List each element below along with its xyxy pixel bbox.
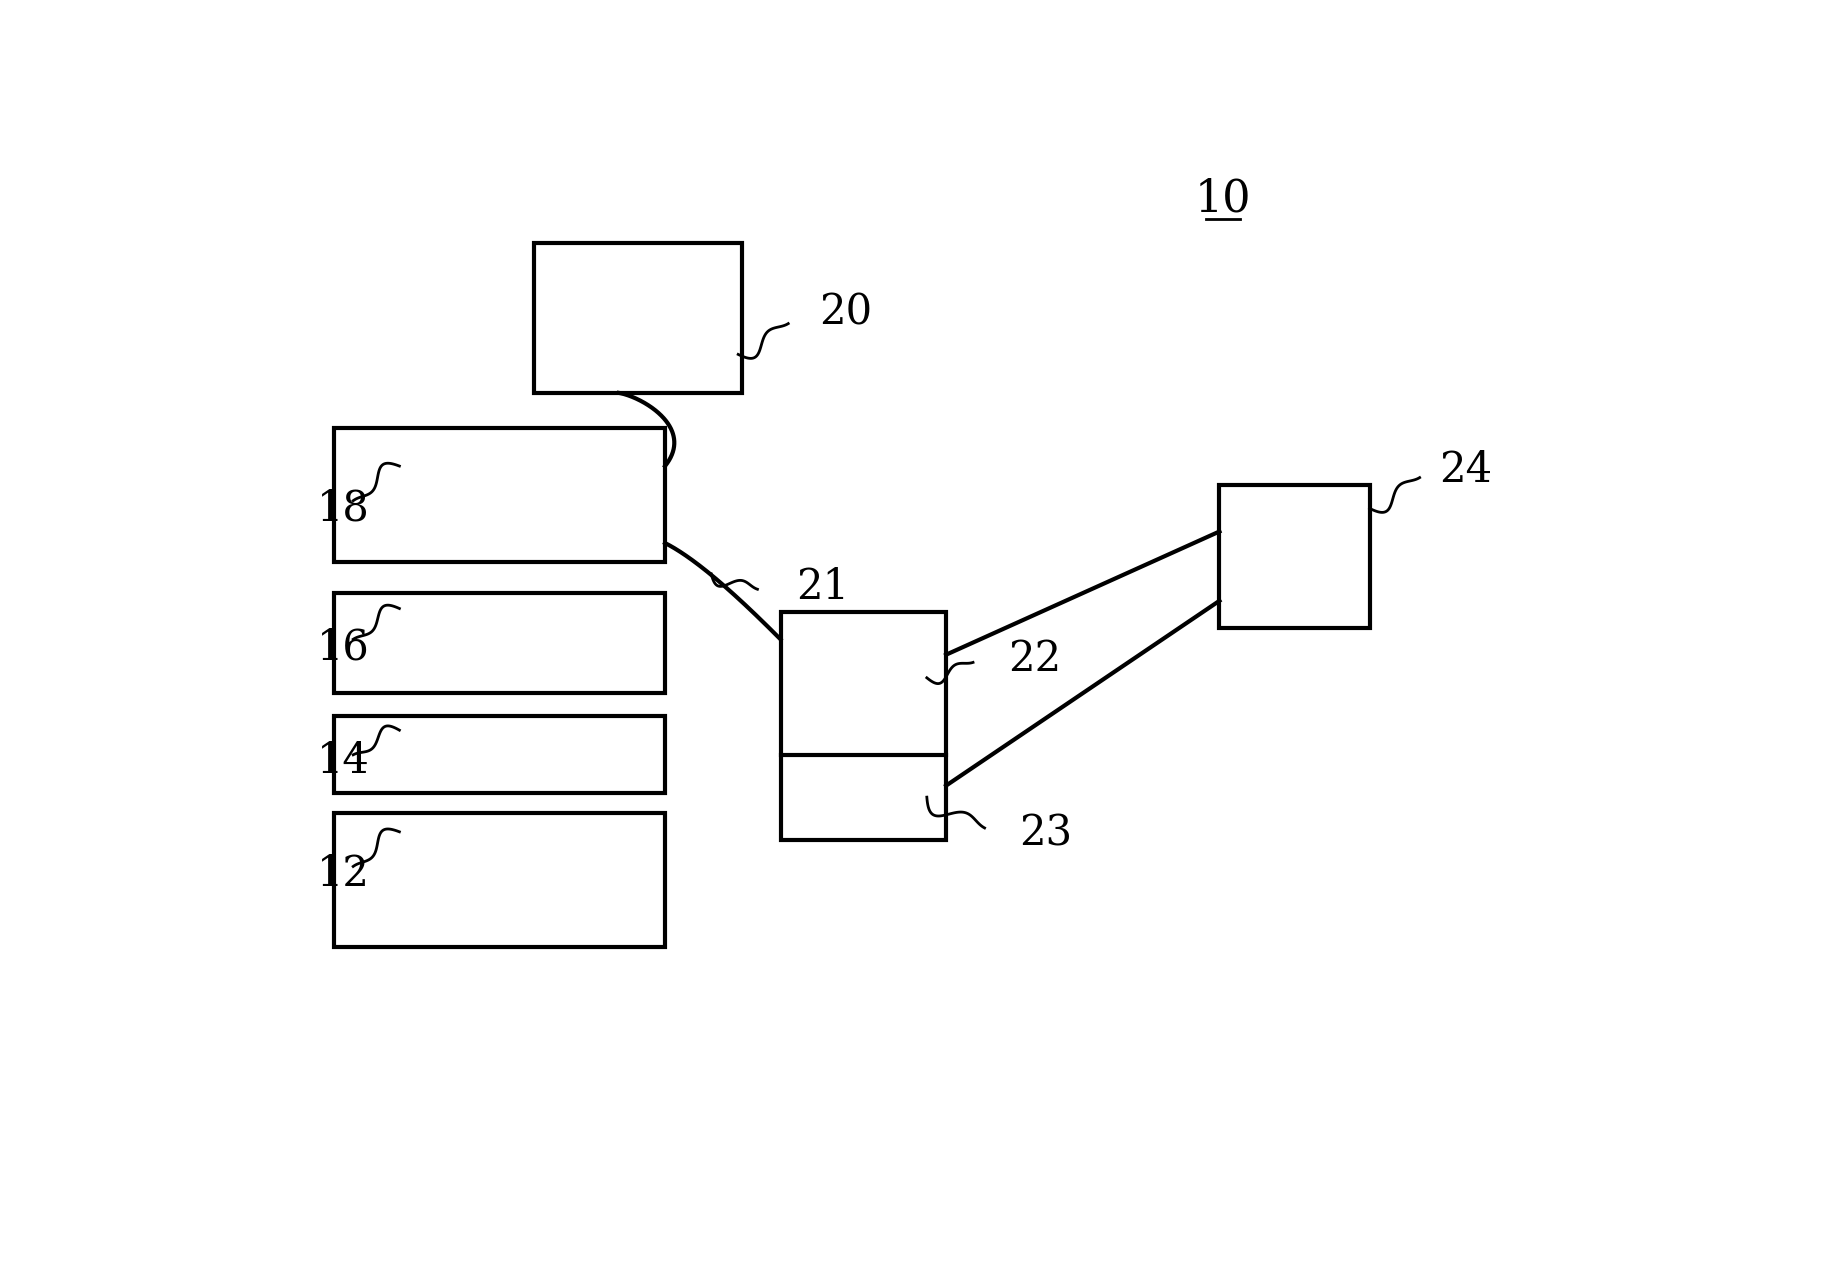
Bar (334, 812, 666, 947)
Text: 18: 18 (317, 487, 370, 529)
Text: 23: 23 (1020, 812, 1073, 855)
Text: 16: 16 (317, 626, 370, 668)
Text: 22: 22 (1007, 637, 1060, 680)
Text: 24: 24 (1440, 448, 1493, 491)
Bar (334, 428, 666, 563)
Text: 21: 21 (796, 565, 849, 608)
Bar (781, 613, 946, 839)
Bar (534, 243, 743, 393)
Text: 10: 10 (1196, 177, 1251, 221)
Bar (334, 716, 666, 793)
Text: 14: 14 (317, 740, 370, 783)
Bar (1220, 486, 1370, 628)
Bar (334, 594, 666, 693)
Text: 20: 20 (820, 290, 873, 333)
Text: 12: 12 (317, 853, 370, 896)
